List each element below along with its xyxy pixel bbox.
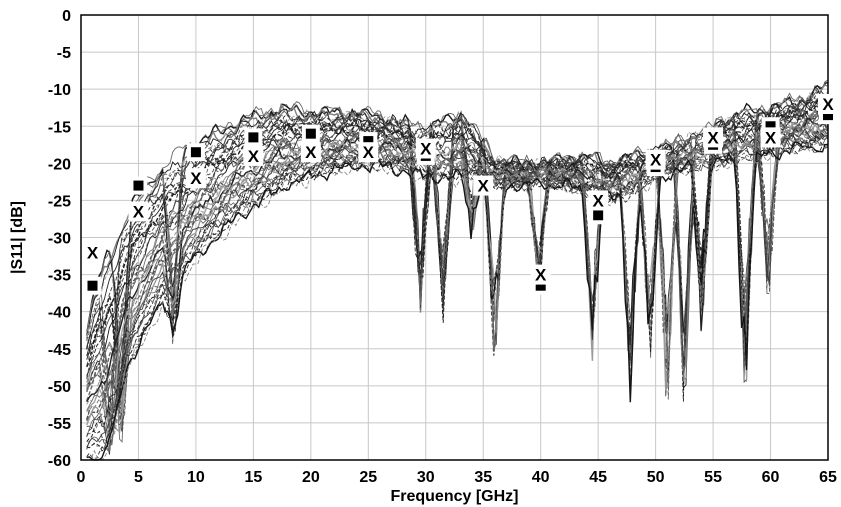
y-tick-label: 0: [62, 8, 71, 25]
x-tick-label: 15: [244, 469, 262, 486]
x-marker: X: [822, 95, 834, 114]
x-marker: X: [248, 147, 260, 166]
y-tick-label: -45: [48, 342, 71, 359]
measured-curve: [87, 143, 828, 460]
y-axis-title: |S11| [dB]: [9, 201, 26, 274]
x-tick-label: 60: [762, 469, 780, 486]
y-tick-label: -20: [48, 156, 71, 173]
x-tick-label: 50: [647, 469, 665, 486]
x-marker: X: [305, 143, 317, 162]
x-marker: X: [133, 203, 145, 222]
measured-curve: [87, 142, 828, 460]
y-tick-label: -15: [48, 119, 71, 136]
y-tick-label: -55: [48, 416, 71, 433]
x-axis-title: Frequency [GHz]: [390, 488, 518, 505]
x-tick-label: 5: [134, 469, 143, 486]
x-tick-label: 25: [359, 469, 377, 486]
square-marker: [87, 281, 97, 291]
x-marker: X: [535, 266, 547, 285]
y-tick-label: -60: [48, 453, 71, 470]
x-tick-label: 45: [589, 469, 607, 486]
x-tick-label: 0: [77, 469, 86, 486]
square-marker: [133, 181, 143, 191]
x-marker: X: [478, 177, 490, 196]
square-marker: [191, 147, 201, 157]
x-tick-label: 40: [532, 469, 550, 486]
square-marker: [248, 132, 258, 142]
square-marker: [306, 129, 316, 139]
square-marker: [593, 210, 603, 220]
x-marker: X: [592, 191, 604, 210]
x-marker: X: [650, 151, 662, 170]
y-tick-label: -50: [48, 379, 71, 396]
x-tick-label: 20: [302, 469, 320, 486]
x-tick-label: 10: [187, 469, 205, 486]
x-marker: X: [87, 243, 99, 262]
x-tick-label: 35: [474, 469, 492, 486]
y-tick-label: -40: [48, 305, 71, 322]
x-marker: X: [707, 128, 719, 147]
x-tick-label: 30: [417, 469, 435, 486]
y-tick-label: -10: [48, 82, 71, 99]
x-marker: X: [765, 128, 777, 147]
y-tick-label: -25: [48, 193, 71, 210]
x-tick-label: 65: [819, 469, 837, 486]
x-tick-label: 55: [704, 469, 722, 486]
x-marker: X: [190, 169, 202, 188]
y-tick-label: -5: [57, 45, 71, 62]
y-tick-label: -35: [48, 268, 71, 285]
y-tick-label: -30: [48, 231, 71, 248]
x-marker: X: [363, 143, 375, 162]
x-marker: X: [420, 140, 432, 159]
